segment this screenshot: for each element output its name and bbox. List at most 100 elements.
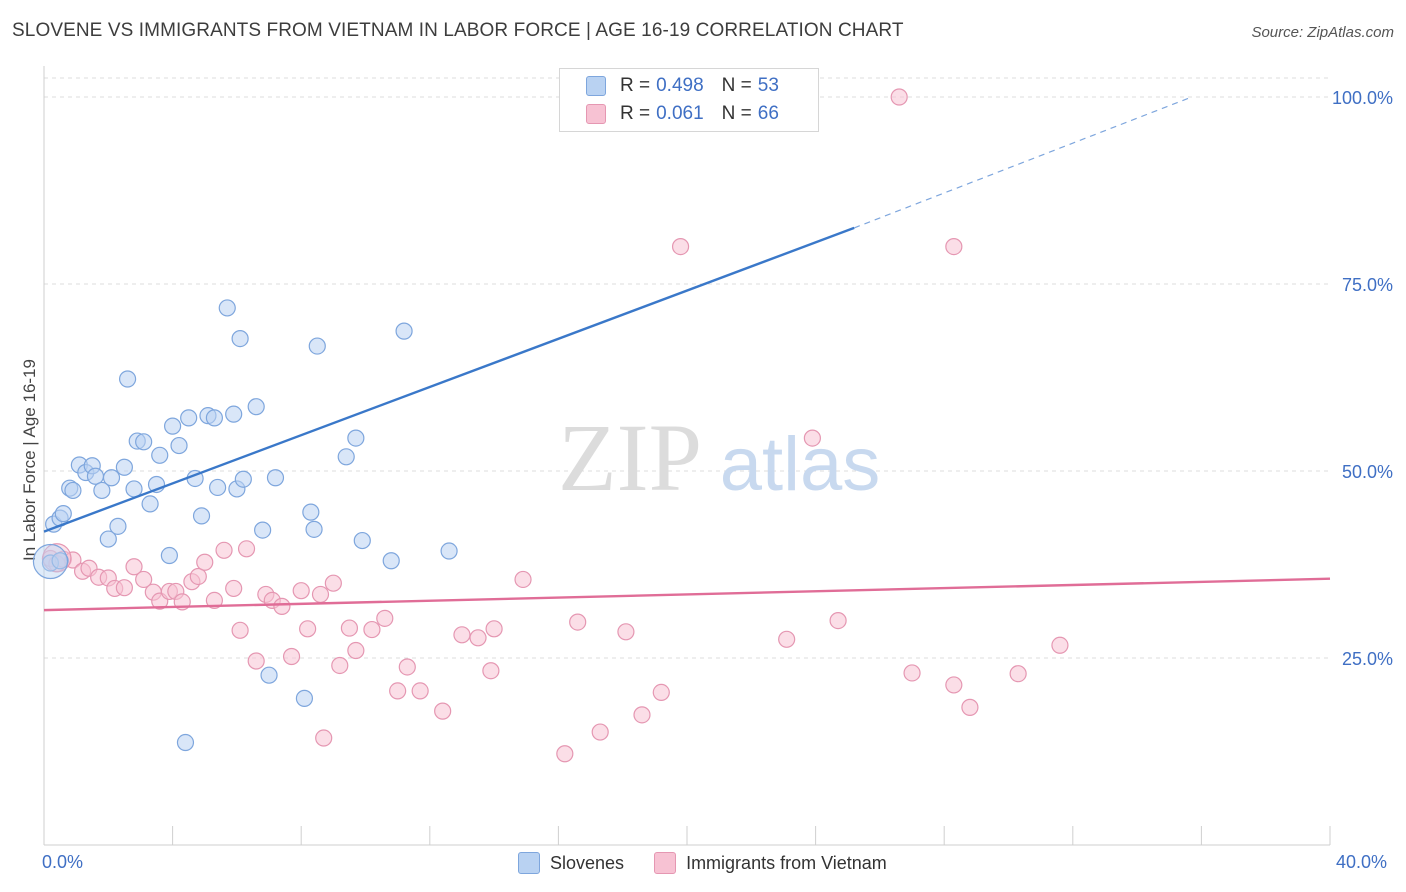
point-slovenes: [440, 542, 458, 560]
legend-n-label: N =: [721, 75, 752, 96]
point-slovenes: [305, 520, 323, 538]
trendline-slovenes-extension: [853, 96, 1192, 229]
point-slovenes: [382, 552, 400, 570]
point-vietnam: [189, 567, 207, 586]
point-vietnam: [376, 609, 394, 627]
point-vietnam: [1051, 636, 1069, 654]
point-slovenes: [247, 398, 265, 416]
point-vietnam: [315, 729, 333, 747]
point-vietnam: [453, 626, 471, 644]
point-vietnam: [945, 238, 963, 256]
x-tick-min: 0.0%: [42, 852, 84, 872]
point-slovenes: [86, 467, 105, 485]
legend-r-value: 0.061: [656, 103, 704, 124]
point-vietnam: [247, 652, 265, 670]
point-slovenes: [115, 458, 133, 476]
point-vietnam: [125, 558, 143, 576]
point-slovenes: [180, 409, 198, 427]
point-vietnam: [591, 723, 609, 741]
point-vietnam: [411, 682, 429, 700]
point-vietnam: [569, 613, 587, 631]
point-vietnam: [482, 662, 500, 680]
point-vietnam: [829, 611, 847, 630]
point-slovenes: [266, 469, 285, 487]
point-slovenes: [176, 733, 195, 752]
point-slovenes: [102, 469, 121, 487]
legend-r-label: R =: [620, 103, 651, 124]
point-vietnam: [282, 647, 301, 666]
point-vietnam: [196, 553, 214, 571]
legend: R = 0.498 N = 53 R = 0.061 N = 66: [559, 68, 819, 132]
point-vietnam: [633, 706, 651, 724]
point-slovenes: [302, 503, 320, 521]
point-vietnam: [324, 574, 342, 592]
point-vietnam: [231, 621, 249, 639]
point-vietnam: [469, 629, 487, 647]
point-slovenes: [395, 322, 413, 340]
point-slovenes: [209, 478, 227, 497]
point-slovenes: [205, 409, 223, 427]
point-slovenes: [118, 370, 137, 388]
point-vietnam: [485, 620, 503, 638]
point-vietnam: [514, 570, 532, 589]
point-vietnam: [237, 540, 256, 558]
point-vietnam: [363, 620, 381, 639]
point-vietnam: [331, 656, 349, 675]
point-slovenes: [218, 299, 236, 317]
y-tick-label: 25.0%: [1342, 649, 1393, 669]
legend-swatch-blue: [586, 76, 606, 96]
point-slovenes: [192, 507, 211, 525]
point-slovenes: [109, 517, 127, 535]
point-vietnam: [434, 702, 452, 720]
point-vietnam: [945, 676, 963, 694]
legend-row-vietnam: R = 0.061 N = 66: [586, 101, 779, 127]
chart-title: SLOVENE VS IMMIGRANTS FROM VIETNAM IN LA…: [12, 20, 904, 41]
point-slovenes: [164, 417, 182, 435]
legend-n-value: 66: [757, 103, 779, 124]
point-slovenes: [51, 552, 69, 570]
immigrants-points: [41, 88, 1069, 763]
legend-r-label: R =: [620, 75, 651, 96]
point-slovenes: [353, 531, 371, 550]
point-slovenes: [54, 505, 72, 523]
bottom-legend-swatch-blue: [518, 852, 540, 874]
watermark-atlas: atlas: [720, 422, 881, 507]
bottom-legend-vietnam: Immigrants from Vietnam: [654, 852, 887, 874]
bottom-legend-slovenes: Slovenes: [518, 852, 624, 874]
point-slovenes: [64, 481, 82, 500]
point-vietnam: [890, 88, 908, 106]
point-slovenes: [231, 330, 249, 348]
point-vietnam: [398, 658, 416, 676]
point-vietnam: [215, 541, 233, 559]
legend-row-slovenes: R = 0.498 N = 53: [586, 73, 779, 99]
point-vietnam: [556, 745, 574, 763]
legend-r-value: 0.498: [656, 75, 704, 96]
point-vietnam: [671, 238, 690, 256]
point-slovenes: [170, 436, 188, 455]
point-vietnam: [299, 620, 317, 638]
point-vietnam: [803, 429, 821, 447]
slovenes-points: [32, 88, 757, 752]
y-tick-label: 50.0%: [1342, 462, 1393, 482]
y-tick-label: 75.0%: [1342, 275, 1393, 295]
bottom-legend: Slovenes Immigrants from Vietnam: [518, 852, 917, 874]
point-vietnam: [225, 579, 243, 598]
point-vietnam: [205, 591, 223, 610]
watermark-zip: ZIP: [558, 404, 702, 511]
trendline-vietnam: [43, 577, 1331, 612]
point-slovenes: [93, 481, 111, 500]
point-vietnam: [961, 698, 979, 716]
point-vietnam: [292, 582, 310, 600]
point-slovenes: [347, 429, 365, 447]
bottom-legend-label: Immigrants from Vietnam: [686, 852, 887, 873]
source-label: Source: ZipAtlas.com: [1251, 24, 1394, 41]
x-tick-max: 40.0%: [1336, 852, 1388, 872]
y-tick-label: 100.0%: [1332, 88, 1393, 108]
point-slovenes: [141, 495, 159, 513]
point-vietnam: [340, 619, 359, 637]
y-tick-labels: 25.0% 50.0% 75.0% 100.0%: [1332, 88, 1393, 669]
point-slovenes: [260, 666, 278, 684]
point-slovenes: [254, 521, 272, 539]
point-slovenes: [225, 405, 243, 423]
